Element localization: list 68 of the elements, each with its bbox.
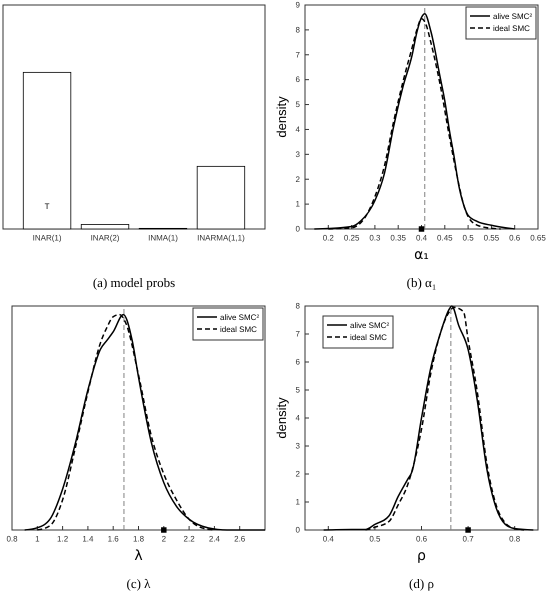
legend-label: ideal SMC [493, 24, 530, 33]
bar [22, 72, 72, 230]
y-tick-label: 4 [296, 414, 301, 423]
y-tick-label: 6 [296, 358, 301, 367]
x-tick-label: INAR(1) [32, 234, 62, 243]
x-tick-label: 0.4 [322, 534, 334, 544]
y-tick-label: 0 [296, 224, 301, 234]
y-tick-label: 4 [296, 125, 301, 134]
y-tick-label: 3 [296, 150, 301, 159]
annotation: T [44, 202, 50, 211]
y-tick-label: 9 [296, 0, 301, 10]
x-tick-label: INARMA(1,1) [197, 234, 246, 243]
y-tick-label: 1 [296, 498, 301, 507]
bar [80, 224, 130, 230]
x-axis-title: α₁ [414, 247, 429, 263]
x-tick-label: 1.4 [82, 534, 94, 544]
x-tick-label: 0.65 [530, 234, 546, 243]
x-tick-label: 0.6 [416, 534, 428, 544]
y-axis-title: density [274, 96, 289, 138]
legend-label: ideal SMC [220, 325, 258, 334]
y-tick-label: 1 [296, 200, 301, 209]
x-tick-label: 0.8 [509, 534, 521, 544]
x-axis-title: ρ [417, 548, 426, 564]
x-tick-label: 0.5 [369, 534, 382, 544]
x-tick-label: 0.6 [509, 234, 521, 243]
x-tick-label: 0.5 [462, 234, 474, 243]
x-tick-label: 0.3 [369, 234, 382, 243]
x-tick-label: 0.4 [416, 234, 428, 243]
legend-label: alive SMC² [350, 321, 390, 330]
x-tick-label: 2.2 [184, 534, 196, 544]
x-axis-title: λ [134, 548, 143, 564]
bar [196, 166, 246, 230]
x-tick-label: 0.8 [6, 534, 18, 544]
y-tick-label: 2 [296, 174, 301, 184]
x-tick-label: 1.6 [108, 534, 120, 544]
y-tick-label: 6 [296, 75, 301, 84]
x-tick-label: 0.55 [484, 234, 500, 243]
x-tick-label: 1 [35, 534, 40, 544]
text: (d) ρ [409, 576, 434, 591]
x-tick-label: 2.6 [234, 534, 246, 544]
y-tick-label: 3 [296, 442, 301, 451]
x-tick-label: 0.2 [322, 234, 334, 243]
legend-label: alive SMC² [493, 12, 532, 21]
y-axis-title: density [274, 396, 289, 439]
y-tick-label: 0 [296, 526, 301, 535]
x-tick-label: 0.7 [462, 534, 474, 544]
text: (a) model probs [92, 275, 176, 290]
y-tick-label: 8 [296, 302, 301, 311]
x-tick-label: 0.25 [344, 234, 360, 243]
legend-label: alive SMC² [220, 313, 260, 322]
x-tick-label: 1.8 [132, 534, 145, 544]
y-tick-label: 5 [296, 386, 301, 395]
x-tick-label: INAR(2) [90, 234, 120, 243]
legend-label: ideal SMC [350, 333, 388, 342]
text: (b) α₁ [406, 275, 436, 290]
y-tick-label: 2 [296, 470, 301, 479]
y-tick-label: 7 [296, 50, 301, 60]
y-tick-label: 7 [296, 330, 301, 339]
x-tick-label: INMA(1) [148, 234, 178, 243]
x-tick-label: 0.35 [390, 234, 407, 243]
y-tick-label: 8 [296, 25, 301, 34]
x-tick-label: 2 [162, 534, 167, 544]
text: (c) λ [126, 576, 152, 591]
y-tick-label: 5 [296, 100, 301, 110]
x-tick-label: 2.4 [208, 534, 221, 544]
x-tick-label: 0.45 [437, 234, 454, 243]
x-tick-label: 1.2 [57, 534, 69, 544]
line-series [322, 305, 534, 531]
